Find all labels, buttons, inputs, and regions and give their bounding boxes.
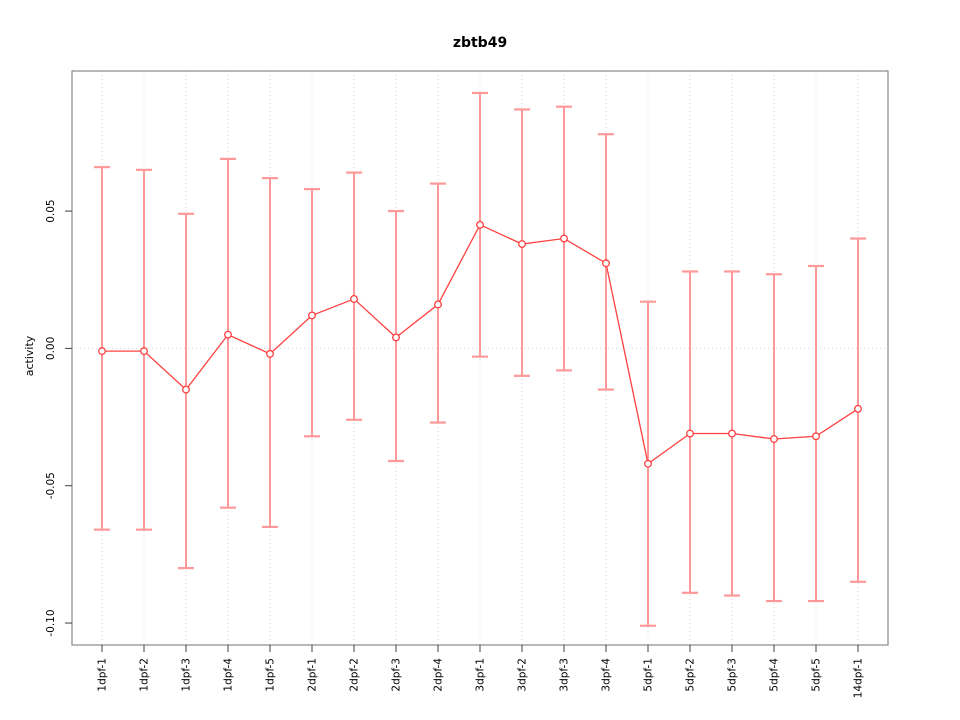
x-tick-label: 5dpf-1 bbox=[643, 658, 655, 692]
data-point bbox=[728, 429, 736, 438]
data-point bbox=[434, 300, 442, 309]
y-tick-label: -0.05 bbox=[45, 472, 57, 499]
data-point bbox=[854, 404, 862, 413]
x-tick-label: 14dpf-1 bbox=[853, 658, 865, 698]
x-tick-label: 5dpf-3 bbox=[727, 658, 739, 692]
data-point bbox=[392, 333, 400, 342]
data-point bbox=[350, 295, 358, 303]
data-point bbox=[98, 347, 106, 356]
x-tick-label: 3dpf-4 bbox=[601, 658, 613, 692]
data-series bbox=[98, 220, 862, 468]
data-point bbox=[476, 220, 484, 229]
x-tick-label: 5dpf-4 bbox=[769, 658, 781, 692]
x-tick-label: 1dpf-3 bbox=[181, 658, 193, 692]
data-point bbox=[770, 435, 778, 443]
y-axis-label: activity bbox=[23, 335, 36, 376]
x-tick-label: 2dpf-3 bbox=[391, 658, 403, 692]
axes: 0.05 0.00 -0.05 -0.10 1dpf-1 1dpf-2 1dpf-3 1dpf… bbox=[45, 70, 889, 698]
data-point bbox=[224, 330, 232, 339]
y-tick-label: -0.10 bbox=[45, 609, 57, 636]
x-tick-label: 3dpf-1 bbox=[475, 658, 487, 692]
x-tick-label: 3dpf-3 bbox=[559, 658, 571, 692]
data-point bbox=[308, 311, 316, 320]
data-point bbox=[518, 240, 526, 248]
x-tick-label: 1dpf-5 bbox=[265, 658, 277, 692]
data-point bbox=[686, 429, 694, 438]
x-tick-label: 1dpf-1 bbox=[97, 658, 109, 692]
y-tick-label: 0.05 bbox=[45, 199, 57, 222]
chart-title: zbtb49 bbox=[453, 35, 507, 51]
x-tick-label: 5dpf-5 bbox=[811, 658, 823, 692]
x-tick-label: 3dpf-2 bbox=[517, 658, 529, 692]
x-tick-label: 5dpf-2 bbox=[685, 658, 697, 692]
data-point bbox=[266, 349, 274, 358]
data-point bbox=[140, 347, 148, 356]
x-tick-label: 2dpf-1 bbox=[307, 658, 319, 692]
x-tick-label: 1dpf-4 bbox=[223, 658, 235, 692]
data-point bbox=[644, 459, 652, 468]
data-point bbox=[602, 259, 610, 268]
x-tick-label: 2dpf-4 bbox=[433, 658, 445, 692]
data-point bbox=[560, 234, 568, 243]
data-point bbox=[812, 432, 820, 441]
x-tick-label: 1dpf-2 bbox=[139, 658, 151, 692]
data-point bbox=[182, 385, 190, 394]
x-tick-label: 2dpf-2 bbox=[349, 658, 361, 692]
y-tick-label: 0.00 bbox=[45, 337, 57, 360]
